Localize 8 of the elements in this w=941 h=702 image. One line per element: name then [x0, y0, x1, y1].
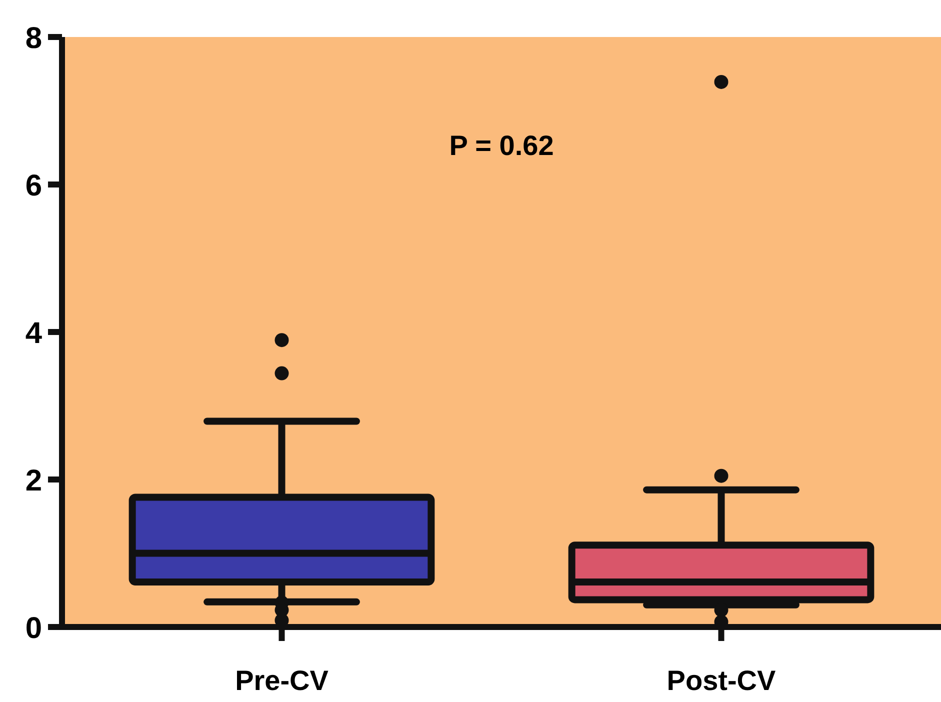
x-tick-label: Post-CV — [666, 665, 776, 696]
y-tick-label: 0 — [25, 612, 42, 645]
x-tick-label: Pre-CV — [235, 665, 329, 696]
y-tick-label: 8 — [25, 22, 42, 55]
y-tick-label: 4 — [25, 316, 42, 350]
y-tick-label: 6 — [25, 169, 42, 202]
y-tick-label: 2 — [25, 464, 42, 498]
annotation: P = 0.62 — [449, 130, 554, 161]
